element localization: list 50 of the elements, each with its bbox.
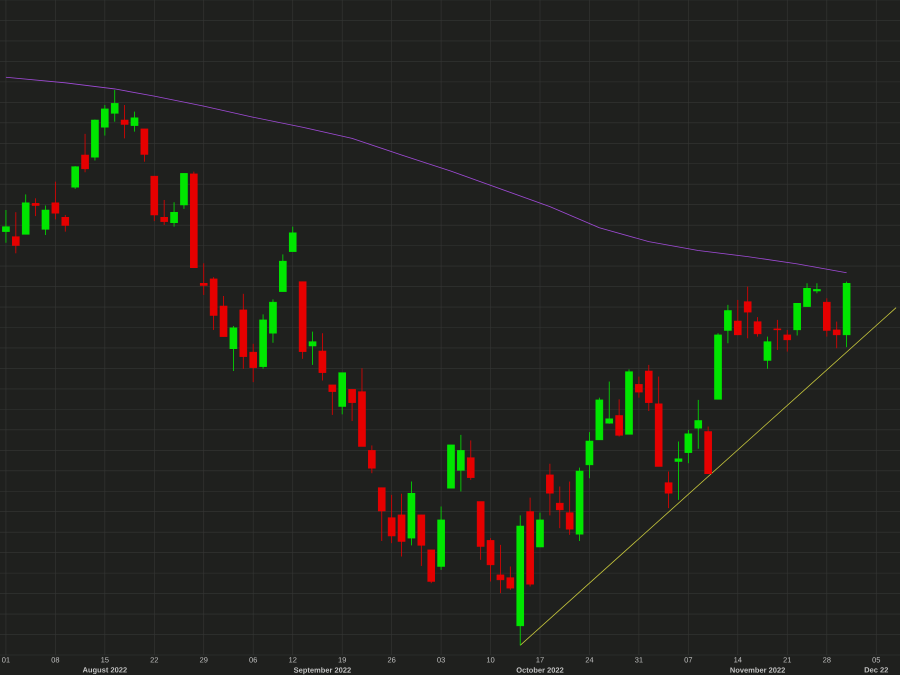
candlestick [724,304,732,344]
candlestick [230,326,238,372]
candlestick [586,432,594,479]
candlestick [318,332,326,381]
candlestick [170,202,178,228]
candlestick [466,440,475,480]
candlestick [328,384,336,416]
candlestick [694,399,702,450]
candlestick [71,166,79,190]
candlestick [832,321,841,349]
candlestick [368,445,376,474]
candlestick [774,320,782,350]
candlestick [120,104,128,139]
candlestick [388,494,396,544]
candlestick [684,429,692,464]
candlestick [52,181,60,220]
candlestick [754,316,762,337]
candlestick [803,282,811,307]
candlestick [81,134,89,173]
candlestick [566,481,574,536]
candlestick [546,463,554,516]
candlestick [308,331,316,366]
candlestick [506,566,514,590]
candlestick [101,104,109,136]
candlestick [42,205,50,236]
candlestick [378,487,386,542]
candlestick [2,210,10,244]
candlestick [734,300,742,336]
candlestick [348,388,356,422]
candlestick [130,111,138,132]
candlestick [744,286,752,339]
candlestick [664,471,672,509]
candlestick [615,398,623,437]
candlestick [61,214,70,232]
candlestick [110,90,119,122]
candlestick [674,441,682,500]
candlestick [457,434,465,492]
candlestick [160,200,168,226]
candlestick [605,381,614,424]
candlestick [496,544,504,594]
candlestick [764,336,772,370]
candlestick [249,343,257,383]
candlestick [556,486,564,529]
candlestick [200,262,208,296]
candlestick [813,282,821,294]
candlestick [32,198,40,216]
candlestick [12,212,20,254]
candlestick [635,376,643,398]
candlestick [783,330,792,352]
candlestick [288,226,297,252]
